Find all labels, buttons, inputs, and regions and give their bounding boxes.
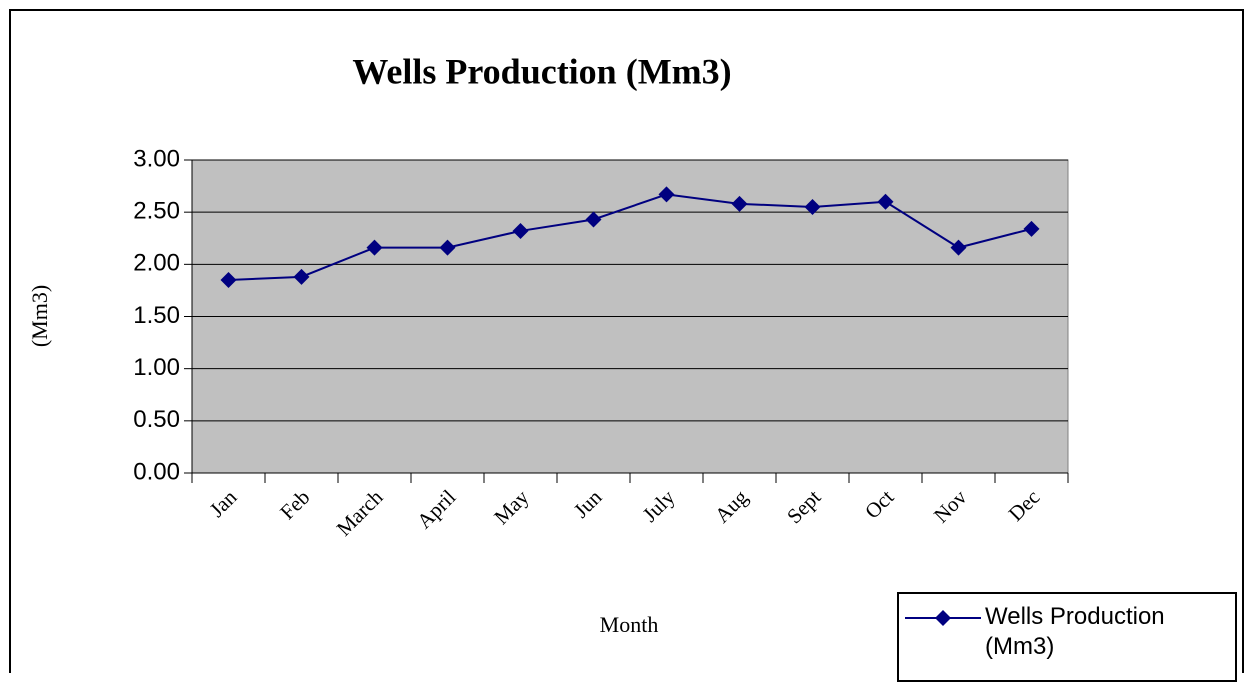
data-point bbox=[804, 198, 821, 215]
y-tick-label: 2.50 bbox=[133, 198, 180, 225]
data-point bbox=[512, 222, 529, 239]
legend-diamond bbox=[935, 610, 951, 626]
y-tick-label: 0.00 bbox=[133, 458, 180, 485]
data-point bbox=[366, 239, 383, 256]
data-point bbox=[658, 186, 675, 203]
x-tick-label: April bbox=[412, 485, 460, 533]
x-tick-label: Dec bbox=[1004, 485, 1045, 526]
x-tick-label: Jan bbox=[205, 485, 242, 522]
y-tick-label: 3.00 bbox=[133, 145, 180, 172]
x-tick-label: March bbox=[332, 485, 388, 541]
x-tick-label: Oct bbox=[860, 485, 899, 524]
y-tick-label: 2.00 bbox=[133, 250, 180, 277]
x-tick-label: July bbox=[638, 485, 680, 527]
data-point bbox=[585, 211, 602, 228]
series-line bbox=[228, 193, 1032, 281]
data-point bbox=[1023, 220, 1040, 237]
chart-frame bbox=[9, 9, 1244, 673]
data-point bbox=[950, 239, 967, 256]
y-tick-label: 0.50 bbox=[133, 406, 180, 433]
y-axis-label: (Mm3) bbox=[27, 285, 52, 347]
legend-label: Wells Production (Mm3) bbox=[985, 603, 1165, 660]
data-point bbox=[731, 195, 748, 212]
x-axis-label: Month bbox=[600, 612, 659, 637]
data-point bbox=[220, 271, 237, 288]
x-tick-label: May bbox=[489, 485, 534, 530]
y-tick-label: 1.50 bbox=[133, 302, 180, 329]
legend-marker bbox=[905, 610, 981, 626]
chart-title: Wells Production (Mm3) bbox=[352, 51, 731, 91]
data-point bbox=[293, 268, 310, 285]
data-point bbox=[439, 239, 456, 256]
legend: Wells Production (Mm3) bbox=[897, 592, 1237, 682]
x-tick-label: Feb bbox=[275, 485, 314, 524]
x-tick-label: Sept bbox=[782, 485, 825, 528]
x-tick-label: Nov bbox=[929, 485, 972, 528]
y-tick-label: 1.00 bbox=[133, 354, 180, 381]
x-tick-label: Aug bbox=[710, 485, 753, 528]
data-point bbox=[877, 193, 894, 210]
x-tick-label: Jun bbox=[569, 485, 607, 523]
